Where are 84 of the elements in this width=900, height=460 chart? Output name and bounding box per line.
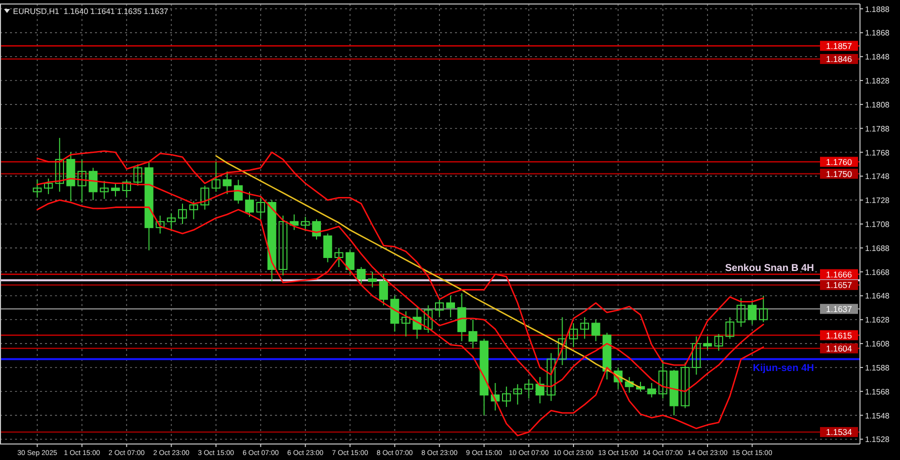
y-tick-label: 1.1608 [865,340,890,349]
candlestick [256,197,266,220]
ref-line-label: 1.1534 [826,427,852,438]
candlestick [55,137,64,192]
y-tick-label: 1.1668 [865,268,890,277]
candlestick [457,292,466,342]
candlestick [502,386,511,408]
candlestick [245,191,254,218]
candlestick [156,215,165,234]
y-tick-label: 1.1768 [865,148,890,158]
y-tick-label: 1.1708 [865,220,890,229]
candlestick [536,376,544,404]
candlestick [300,216,310,232]
candlestick [446,295,455,318]
candlestick [189,200,198,220]
candlestick [692,336,701,376]
candlestick [435,298,444,318]
candlestick [356,266,366,284]
candlestick [323,233,332,263]
y-tick-label: 1.1848 [865,52,890,62]
candlestick [222,170,232,195]
candlestick [680,362,690,409]
ref-line-label: Senkou Snan B 4H [725,263,814,274]
y-tick-label: 1.1748 [865,172,890,182]
candlestick [424,304,433,334]
candlestick [647,382,656,398]
candlestick [714,334,724,352]
candlestick [558,316,567,366]
candlestick [200,185,210,210]
ref-line-label: 1.1846 [826,54,852,64]
candlestick [44,178,53,195]
chart-title: EURUSD,H1 1.1640 1.1641 1.1635 1.1637 [13,7,169,16]
y-tick-label: 1.1528 [865,435,890,444]
candlestick [546,352,556,402]
candlestick [513,384,522,406]
candlestick [758,295,768,323]
candlestick [368,271,377,288]
candlestick [122,179,132,198]
candlestick [312,218,321,240]
candlestick [725,316,734,340]
y-tick-label: 1.1888 [865,4,890,14]
y-tick-label: 1.1788 [865,124,890,134]
candlestick [111,182,120,197]
ref-line-label: 1.1666 [826,269,852,280]
candlestick [580,316,590,340]
candlestick [133,164,142,186]
candlestick [78,158,86,203]
candlestick [178,203,187,224]
ref-line-label: 1.1604 [826,344,852,354]
candlestick [32,179,42,198]
candlestick [591,319,600,342]
y-tick-label: 1.1728 [865,196,890,206]
y-tick-label: 1.1828 [865,76,890,86]
ref-line-label: 1.1750 [826,168,852,179]
y-tick-label: 1.1868 [865,28,890,38]
candlestick [658,360,668,400]
ref-line-label: 1.1857 [826,41,852,52]
ref-line-label: 1.1760 [826,157,852,168]
y-tick-label: 1.1548 [865,411,890,420]
candlestick [166,212,176,232]
candlestick [736,298,746,328]
candlestick [379,274,388,306]
candlestick [100,180,109,200]
candlestick [278,215,288,276]
candlestick [748,301,757,325]
candlestick [569,322,578,348]
ref-line-label: 1.1657 [826,280,852,290]
ref-line-label: 1.1637 [826,304,852,314]
candlestick [212,161,220,192]
ref-line-label: Kijun-sen 4H [752,363,814,374]
y-tick-label: 1.1628 [865,316,890,325]
y-tick-label: 1.1568 [865,387,890,396]
candlestick [524,378,534,400]
candlestick [88,167,98,201]
ref-line-label: 1.1615 [826,330,852,340]
y-tick-label: 1.1648 [865,292,890,301]
candlestick [334,247,344,268]
candlestick [468,319,478,349]
y-tick-label: 1.1588 [865,363,890,372]
y-tick-label: 1.1808 [865,100,890,110]
candlestick [401,310,410,337]
candlestick [346,250,354,275]
candlestick [703,336,712,350]
y-tick-label: 1.1688 [865,244,890,253]
